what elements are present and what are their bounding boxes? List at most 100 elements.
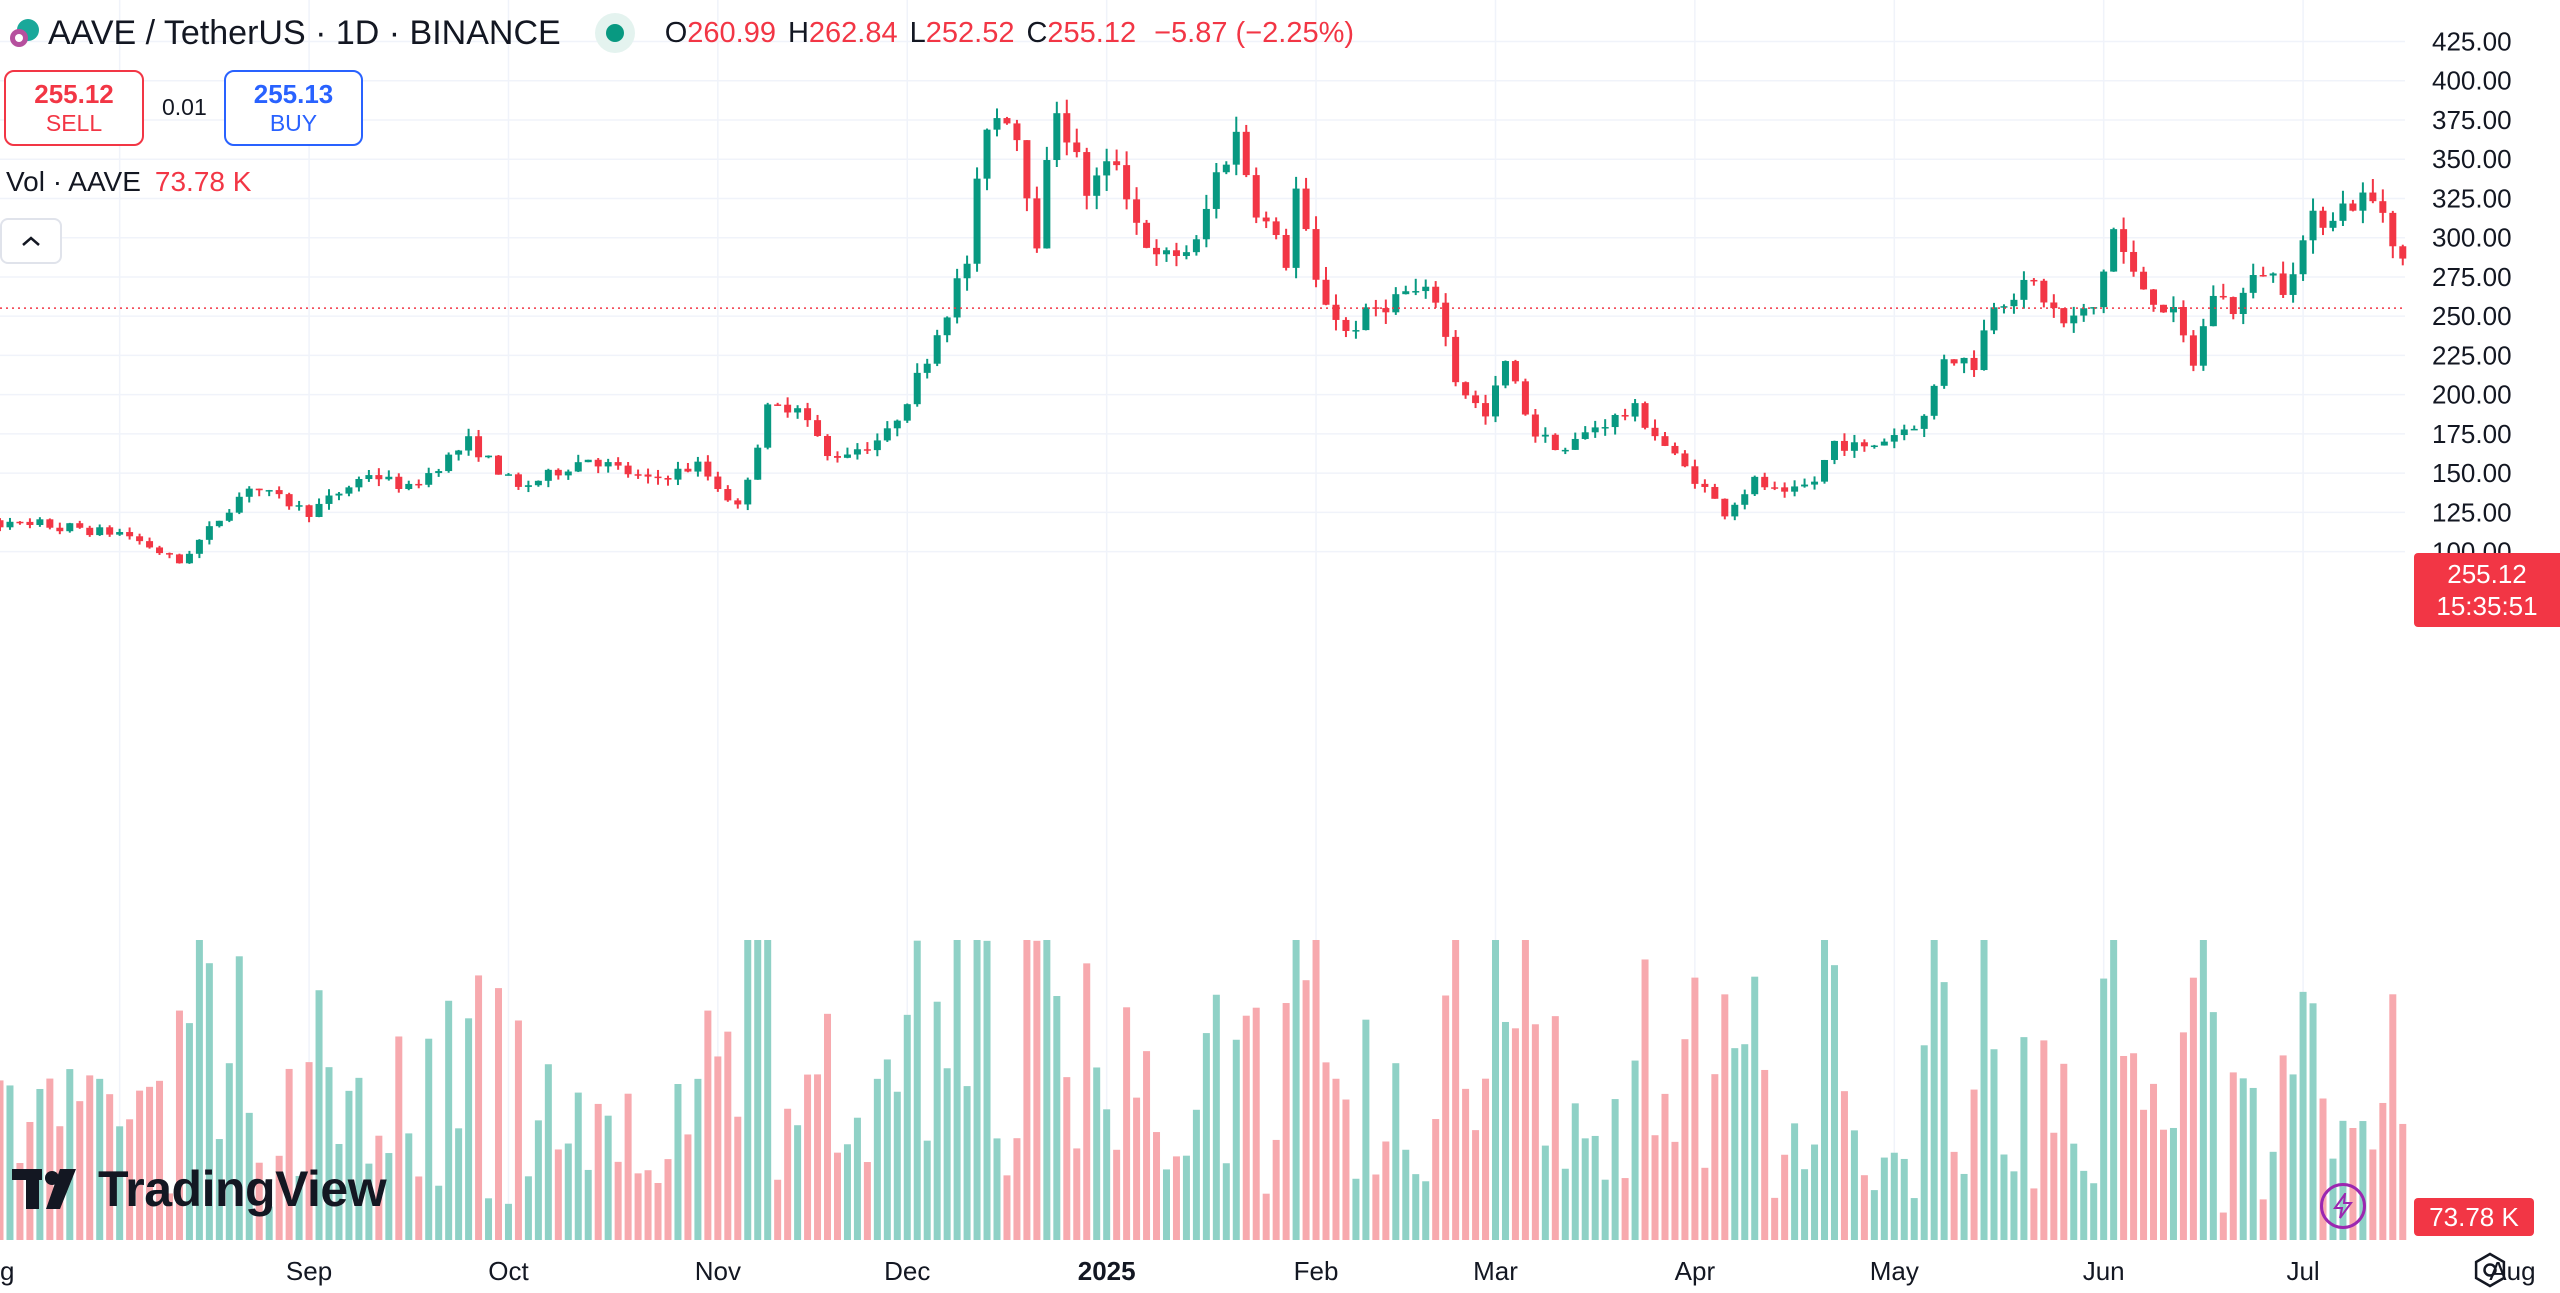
volume-bar bbox=[76, 1101, 84, 1240]
volume-tag: 73.78 K bbox=[2414, 1198, 2534, 1236]
volume-bar bbox=[843, 1144, 851, 1240]
volume-bar bbox=[883, 1059, 891, 1240]
volume-bar bbox=[2169, 1127, 2177, 1240]
volume-bar bbox=[1821, 940, 1829, 1240]
volume-bar bbox=[694, 1078, 702, 1240]
sell-button[interactable]: 255.12 SELL bbox=[4, 70, 144, 146]
lightning-button[interactable] bbox=[2320, 1183, 2366, 1229]
candle-body bbox=[2259, 275, 2267, 277]
candle-body bbox=[2010, 299, 2018, 307]
candle-body bbox=[1242, 131, 1250, 176]
last-price-tag: 255.12 15:35:51 bbox=[2414, 553, 2560, 627]
candle-body bbox=[1322, 279, 1330, 305]
volume-bar bbox=[1162, 1169, 1170, 1240]
volume-bar bbox=[1701, 1167, 1709, 1240]
volume-bar bbox=[564, 1143, 572, 1240]
volume-bar bbox=[255, 1162, 263, 1240]
candle-body bbox=[2070, 315, 2078, 324]
candle-body bbox=[415, 483, 423, 486]
candle-body bbox=[903, 404, 911, 421]
y-tick-label: 150.00 bbox=[2432, 458, 2512, 488]
volume-bar bbox=[1920, 1045, 1928, 1240]
volume-bar bbox=[2269, 1151, 2277, 1240]
candle-body bbox=[2060, 308, 2068, 324]
symbol-title[interactable]: AAVE / TetherUS · 1D · BINANCE bbox=[48, 13, 561, 52]
volume-bar bbox=[6, 1085, 14, 1240]
volume-bar bbox=[1761, 1069, 1769, 1240]
volume-bar bbox=[1392, 1063, 1400, 1240]
volume-bar bbox=[1970, 1089, 1978, 1240]
candle-body bbox=[1043, 160, 1051, 249]
candle-body bbox=[1691, 466, 1699, 484]
candle-body bbox=[1382, 308, 1390, 313]
volume-bar bbox=[764, 940, 772, 1240]
volume-bar bbox=[345, 1090, 353, 1240]
volume-bar bbox=[1382, 1141, 1390, 1240]
candle-body bbox=[1681, 453, 1689, 467]
candle-body bbox=[544, 469, 552, 481]
volume-bar bbox=[146, 1086, 154, 1240]
volume-bar bbox=[1192, 1109, 1200, 1240]
volume-bar bbox=[315, 990, 323, 1240]
candle-body bbox=[1990, 307, 1998, 331]
candle-body bbox=[2289, 274, 2297, 295]
candle-body bbox=[1472, 395, 1480, 404]
candle-body bbox=[66, 523, 74, 532]
candle-body bbox=[2000, 306, 2008, 308]
buy-price: 255.13 bbox=[253, 79, 334, 109]
candle-body bbox=[963, 263, 971, 279]
volume-bar bbox=[1083, 963, 1091, 1240]
ohlc-values: O 260.99 H 262.84 L 252.52 C 255.12 −5.87 (−… bbox=[665, 17, 1354, 50]
volume-bar bbox=[1501, 1021, 1509, 1240]
candle-body bbox=[305, 505, 313, 517]
candle-body bbox=[2239, 292, 2247, 315]
candle-body bbox=[2249, 275, 2257, 293]
candle-body bbox=[1492, 385, 1499, 417]
volume-bar bbox=[1571, 1103, 1579, 1240]
candle-body bbox=[1232, 131, 1240, 165]
candle-body bbox=[774, 404, 782, 406]
close-value: 255.12 bbox=[1047, 16, 1137, 49]
volume-bar bbox=[1222, 1163, 1230, 1240]
candle-body bbox=[2369, 192, 2377, 202]
candle-body bbox=[1412, 291, 1420, 293]
gear-icon[interactable] bbox=[2470, 1250, 2510, 1290]
tradingview-logo[interactable]: TradingView bbox=[12, 1160, 387, 1218]
candle-body bbox=[136, 536, 144, 542]
volume-bar bbox=[1900, 1158, 1908, 1240]
volume-bar bbox=[335, 1143, 343, 1240]
volume-bar bbox=[195, 940, 203, 1240]
candle-body bbox=[794, 408, 802, 413]
volume-bar bbox=[1741, 1044, 1749, 1240]
volume-bar bbox=[1472, 1130, 1480, 1240]
candle-body bbox=[2319, 210, 2327, 228]
volume-bar bbox=[2199, 940, 2207, 1240]
candle-body bbox=[784, 404, 792, 413]
candle-body bbox=[1930, 385, 1938, 416]
candle-body bbox=[1801, 484, 1809, 487]
buy-button[interactable]: 255.13 BUY bbox=[224, 70, 363, 146]
volume-bar bbox=[1890, 1152, 1898, 1240]
volume-bar bbox=[794, 1125, 802, 1240]
volume-bar bbox=[744, 940, 752, 1240]
candle-body bbox=[1172, 250, 1180, 256]
candle-body bbox=[6, 521, 14, 528]
volume-bar bbox=[1781, 1154, 1789, 1240]
collapse-legend-button[interactable] bbox=[0, 218, 62, 264]
change-value: −5.87 (−2.25%) bbox=[1154, 16, 1355, 49]
candle-body bbox=[1591, 427, 1599, 433]
candle-body bbox=[614, 462, 622, 466]
volume-bar bbox=[1402, 1149, 1410, 1240]
candle-body bbox=[1850, 442, 1858, 451]
candle-body bbox=[2130, 251, 2138, 272]
volume-bar bbox=[2150, 1083, 2158, 1240]
x-tick-label: Nov bbox=[695, 1256, 741, 1286]
aave-logo-icon[interactable] bbox=[8, 16, 42, 50]
volume-bar bbox=[275, 1155, 283, 1240]
volume-bar bbox=[1202, 1033, 1210, 1240]
candle-body bbox=[843, 454, 851, 458]
candle-body bbox=[704, 461, 712, 477]
candle-body bbox=[325, 495, 333, 504]
market-open-icon[interactable] bbox=[594, 13, 635, 53]
